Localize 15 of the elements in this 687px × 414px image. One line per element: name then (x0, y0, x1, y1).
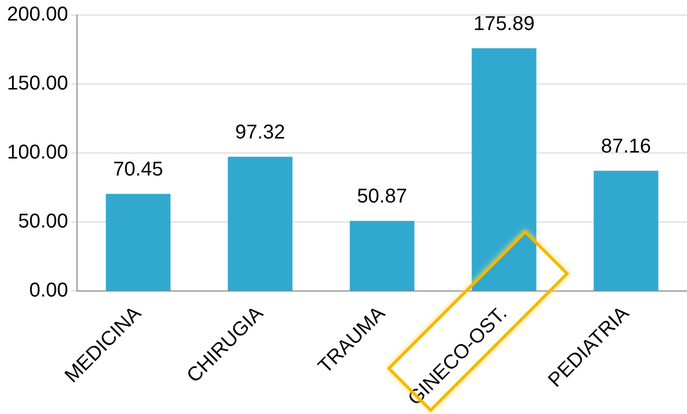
bar (228, 156, 292, 291)
y-tick-label: 0.00 (29, 280, 68, 302)
data-label: 175.89 (473, 12, 535, 35)
data-label: 87.16 (600, 135, 652, 158)
data-label: 97.32 (235, 121, 286, 144)
y-tick-label: 200.00 (7, 4, 68, 26)
y-tick-label: 150.00 (7, 72, 68, 95)
data-label: 50.87 (357, 185, 408, 208)
bar (472, 48, 536, 291)
bar (350, 220, 414, 291)
y-tick-label: 100.00 (7, 142, 68, 164)
bar (594, 170, 658, 291)
y-tick-label: 50.00 (18, 210, 68, 233)
bar (106, 194, 170, 291)
data-label: 70.45 (113, 158, 164, 180)
